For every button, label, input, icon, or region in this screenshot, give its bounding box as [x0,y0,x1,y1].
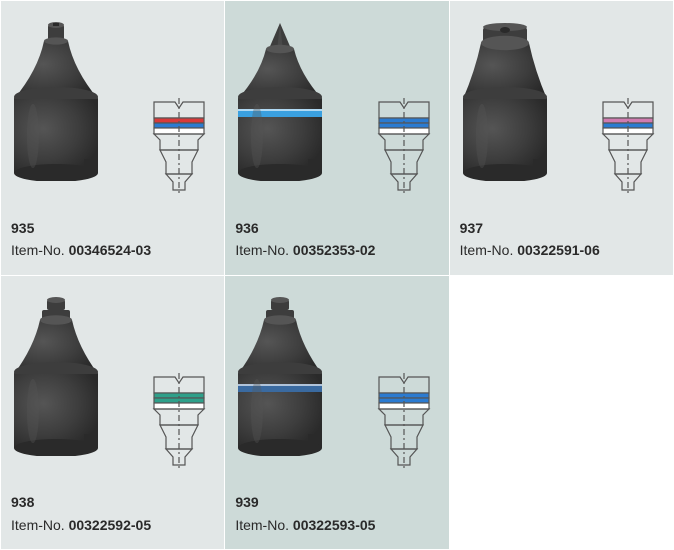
nozzle-schematic-icon [369,371,439,471]
product-labels: 939 Item-No. 00322593-05 [235,492,375,535]
item-no-prefix: Item-No. [11,517,69,533]
nozzle-schematic-icon [593,96,663,196]
nozzle-photo [230,296,330,456]
product-image-area [225,1,448,201]
item-number-line: Item-No. 00322591-06 [460,240,600,260]
product-cell-937: 937 Item-No. 00322591-06 [450,1,673,275]
item-no-prefix: Item-No. [11,242,69,258]
product-cell-935: 935 Item-No. 00346524-03 [1,1,224,275]
nozzle-photo [6,21,106,181]
product-image-area [450,1,673,201]
item-no-prefix: Item-No. [235,517,293,533]
item-number-line: Item-No. 00352353-02 [235,240,375,260]
product-image-area [1,1,224,201]
product-cell-939: 939 Item-No. 00322593-05 [225,276,448,550]
item-number-line: Item-No. 00322593-05 [235,515,375,535]
item-number: 00322593-05 [293,517,376,533]
product-labels: 937 Item-No. 00322591-06 [460,218,600,261]
product-labels: 936 Item-No. 00352353-02 [235,218,375,261]
model-number: 936 [235,218,375,238]
model-number: 937 [460,218,600,238]
nozzle-photo [6,296,106,456]
item-number: 00346524-03 [69,242,152,258]
product-grid: 935 Item-No. 00346524-03 [0,0,674,550]
model-number: 939 [235,492,375,512]
item-no-prefix: Item-No. [235,242,293,258]
product-cell-938: 938 Item-No. 00322592-05 [1,276,224,550]
product-image-area [225,276,448,476]
product-image-area [1,276,224,476]
item-number: 00352353-02 [293,242,376,258]
nozzle-schematic-icon [144,96,214,196]
empty-cell [450,276,673,550]
item-no-prefix: Item-No. [460,242,518,258]
item-number-line: Item-No. 00322592-05 [11,515,151,535]
item-number: 00322592-05 [69,517,152,533]
nozzle-schematic-icon [144,371,214,471]
nozzle-schematic-icon [369,96,439,196]
model-number: 938 [11,492,151,512]
item-number: 00322591-06 [517,242,600,258]
product-labels: 935 Item-No. 00346524-03 [11,218,151,261]
nozzle-photo [230,21,330,181]
product-labels: 938 Item-No. 00322592-05 [11,492,151,535]
nozzle-photo [455,21,555,181]
model-number: 935 [11,218,151,238]
product-cell-936: 936 Item-No. 00352353-02 [225,1,448,275]
item-number-line: Item-No. 00346524-03 [11,240,151,260]
